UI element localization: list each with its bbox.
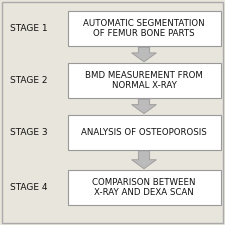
Text: STAGE 1: STAGE 1	[10, 24, 48, 33]
Text: STAGE 3: STAGE 3	[10, 128, 48, 137]
Text: BMD MEASUREMENT FROM
NORMAL X-RAY: BMD MEASUREMENT FROM NORMAL X-RAY	[85, 71, 203, 90]
Text: STAGE 4: STAGE 4	[11, 183, 48, 192]
Bar	[68, 170, 220, 205]
Bar	[68, 11, 220, 46]
Bar	[68, 63, 220, 98]
Text: STAGE 2: STAGE 2	[11, 76, 48, 85]
Bar	[68, 115, 220, 150]
Polygon shape	[132, 99, 156, 114]
Polygon shape	[132, 47, 156, 62]
Text: ANALYSIS OF OSTEOPOROSIS: ANALYSIS OF OSTEOPOROSIS	[81, 128, 207, 137]
Polygon shape	[132, 151, 156, 169]
Text: AUTOMATIC SEGMENTATION
OF FEMUR BONE PARTS: AUTOMATIC SEGMENTATION OF FEMUR BONE PAR…	[83, 19, 205, 38]
Text: COMPARISON BETWEEN
X-RAY AND DEXA SCAN: COMPARISON BETWEEN X-RAY AND DEXA SCAN	[92, 178, 196, 197]
